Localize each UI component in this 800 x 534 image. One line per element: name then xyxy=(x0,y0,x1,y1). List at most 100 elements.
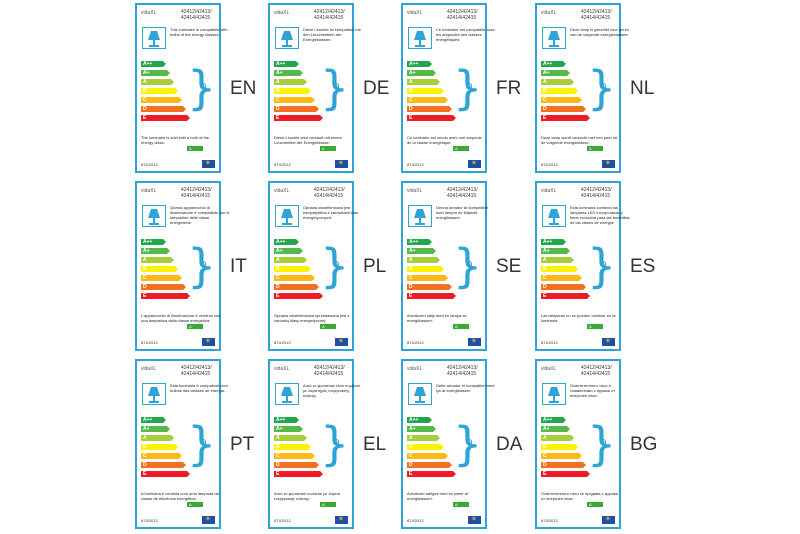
energy-class-bar: B xyxy=(141,266,178,272)
energy-class-bar: A+ xyxy=(407,248,436,254)
energy-class-bar: D xyxy=(274,462,319,468)
energy-class-bar: A+ xyxy=(141,70,170,76)
energy-class-bar: B xyxy=(141,88,178,94)
lamp-icon xyxy=(542,27,566,49)
model-line-2: 42414/42415 xyxy=(181,193,211,199)
eu-flag-icon xyxy=(202,515,215,524)
lamp-icon xyxy=(542,383,566,405)
language-code: EL xyxy=(363,434,387,455)
energy-class-bar: A xyxy=(407,257,440,263)
energy-class-bar: A+ xyxy=(274,70,303,76)
lamp-base-icon xyxy=(149,223,159,225)
model-line-1: 42412/42413/ xyxy=(447,187,478,193)
energy-class-bar: D xyxy=(141,106,186,112)
energy-label-card: vidaXL 42412/42413/42414/42415 Deze lamp i… xyxy=(535,3,629,173)
lamp-shade-icon xyxy=(414,31,426,40)
eu-flag-icon xyxy=(468,159,481,168)
lamp-shade-icon xyxy=(414,387,426,396)
model-line-2: 42414/42415 xyxy=(581,193,611,199)
model-line-1: 42412/42413/ xyxy=(581,365,612,371)
energy-class-bar: C xyxy=(407,453,448,459)
compatibility-text: Осветителното тяло е съвместимо с крушки… xyxy=(570,383,616,398)
brace-icon: } xyxy=(187,239,217,293)
language-code: DA xyxy=(496,434,523,455)
language-code: FR xyxy=(496,78,522,99)
model-numbers: 42412/42413/42414/42415 xyxy=(181,365,212,377)
regulation-number: 874/2012 xyxy=(274,340,291,345)
label-cell-nl: vidaXL 42412/42413/42414/42415 Deze lamp i… xyxy=(0,0,800,178)
model-line-2: 42414/42415 xyxy=(447,193,477,199)
eu-flag-icon xyxy=(468,337,481,346)
energy-class-bar: A++ xyxy=(407,239,432,245)
model-numbers: 42412/42413/42414/42415 xyxy=(447,187,478,199)
energy-class-bar: D xyxy=(274,284,319,290)
compatibility-text: Diese Leuchte ist kompatibel mit den Leu… xyxy=(303,27,361,42)
language-code: PT xyxy=(230,434,255,455)
lamp-stem-icon xyxy=(286,40,288,45)
eu-flag-icon xyxy=(335,515,348,524)
lamp-base-icon xyxy=(415,223,425,225)
sold-with-text: Las lámparas no se pueden cambiar en la … xyxy=(541,313,616,323)
model-line-1: 42412/42413/ xyxy=(181,187,212,193)
bulb-icon: ⚲ xyxy=(599,260,608,272)
label-cell-es: vidaXL 42412/42413/42414/42415 Esta lumina… xyxy=(0,178,800,356)
model-numbers: 42412/42413/42414/42415 xyxy=(447,9,478,21)
sold-with-text: Oprawa oświetleniowa sprzedawana jest z … xyxy=(274,313,350,323)
energy-label-card: vidaXL 42412/42413/42414/42415 Denna armat… xyxy=(401,181,488,351)
energy-class-bar: E xyxy=(407,115,456,121)
compatibility-text: Oprawa oświetleniowa jest kompatybilna z… xyxy=(303,205,359,220)
lamp-icon xyxy=(142,205,166,227)
sold-with-text: Осветителното тяло се продава с крушка о… xyxy=(541,491,618,501)
lamp-shade-icon xyxy=(548,387,560,396)
energy-class-bar: C xyxy=(541,97,582,103)
compatibility-text: Denna armatur är kompatibel med lampor a… xyxy=(436,205,488,220)
label-cell-el: vidaXL 42412/42413/42414/42415 Αυτό το φωτ… xyxy=(0,356,800,534)
label-cell-en: vidaXL 42412/42413/42414/42415 This lumina… xyxy=(0,0,800,178)
energy-label-card: vidaXL 42412/42413/42414/42415 Dette armat… xyxy=(401,359,494,529)
energy-class-bar: E xyxy=(274,115,323,121)
label-cell-da: vidaXL 42412/42413/42414/42415 Dette armat… xyxy=(0,356,800,534)
energy-class-bar: A++ xyxy=(407,61,432,67)
energy-class-bar: C xyxy=(274,97,315,103)
energy-class-bar: D xyxy=(541,462,586,468)
regulation-number: 874/2012 xyxy=(541,518,558,523)
energy-class-bar: A++ xyxy=(407,417,432,423)
energy-class-bar: D xyxy=(541,284,586,290)
model-line-2: 42414/42415 xyxy=(447,371,477,377)
brand-name: vidaXL xyxy=(274,188,290,194)
energy-class-bar: A xyxy=(141,435,174,441)
bulb-icon: ⚲ xyxy=(599,438,608,450)
lamp-icon xyxy=(275,27,299,49)
compatibility-text: Esta luminária é compatível com bulbos d… xyxy=(170,383,228,393)
label-cell-pl: vidaXL 42412/42413/42414/42415 Oprawa oświ… xyxy=(0,178,800,356)
language-code: ES xyxy=(630,256,656,277)
sold-with-text: Diese Leuchte wird verkauft mit einem Le… xyxy=(274,135,342,145)
model-line-1: 42412/42413/ xyxy=(314,9,345,15)
brace-icon: } xyxy=(587,61,617,115)
compatibility-text: Ce luminaire est compatible avec les amp… xyxy=(436,27,495,42)
energy-label-card: vidaXL 42412/42413/42414/42415 Осветително… xyxy=(535,359,621,529)
sold-class-badge: A xyxy=(187,146,203,151)
model-line-2: 42414/42415 xyxy=(314,15,344,21)
brand-name: vidaXL xyxy=(407,10,423,16)
label-cell-it: vidaXL 42412/42413/42414/42415 Questo appa… xyxy=(0,178,800,356)
energy-class-bar: B xyxy=(274,88,311,94)
regulation-number: 874/2012 xyxy=(541,340,558,345)
energy-class-bar: E xyxy=(541,471,590,477)
eu-flag-icon xyxy=(602,159,615,168)
energy-class-bar: A++ xyxy=(541,417,566,423)
eu-flag-icon xyxy=(335,337,348,346)
lamp-shade-icon xyxy=(281,209,293,218)
regulation-number: 874/2012 xyxy=(274,162,291,167)
brace-icon: } xyxy=(320,239,350,293)
lamp-stem-icon xyxy=(286,396,288,401)
model-line-1: 42412/42413/ xyxy=(181,9,212,15)
energy-class-bar: A+ xyxy=(541,248,570,254)
sold-class-badge: A xyxy=(187,324,203,329)
energy-class-bar: D xyxy=(141,284,186,290)
lamp-base-icon xyxy=(282,223,292,225)
label-cell-de: vidaXL 42412/42413/42414/42415 Diese Leuch… xyxy=(0,0,800,178)
lamp-icon xyxy=(275,205,299,227)
bulb-icon: ⚲ xyxy=(465,82,474,94)
